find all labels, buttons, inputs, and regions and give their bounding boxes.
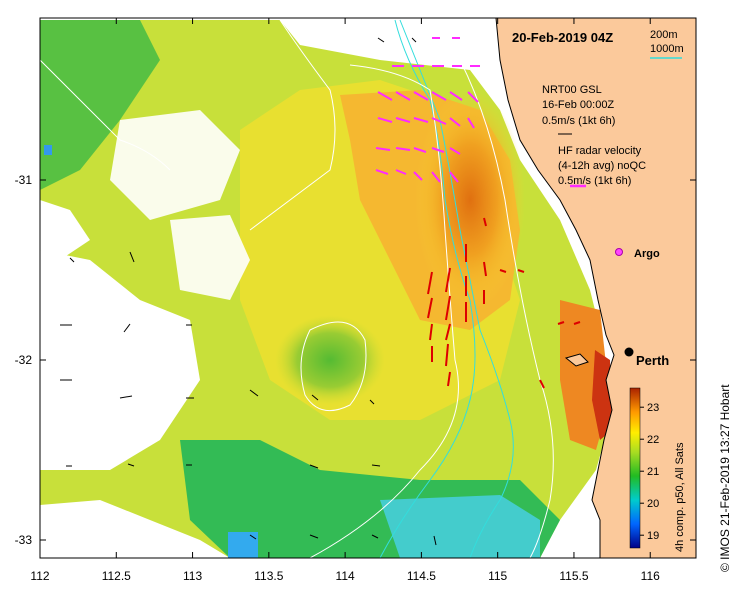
radar-legend-line1: HF radar velocity: [558, 145, 642, 157]
map-title: 20-Feb-2019 04Z: [512, 30, 613, 45]
x-tick-label: 115: [488, 569, 507, 583]
plot-frame: [39, 17, 697, 559]
sst-cool-northwest: [40, 20, 160, 190]
y-tick-label: -33: [15, 533, 33, 547]
x-tick-label: 114: [336, 569, 355, 583]
no-data-west: [40, 250, 200, 470]
radar-legend-line3: 0.5m/s (1kt 6h): [558, 175, 631, 187]
hf-radar-vectors: [375, 37, 480, 183]
colorbar: 19 20 21 22 23 4h comp. p50, All Sats: [629, 387, 686, 552]
contour-200-label: 200m: [650, 29, 678, 41]
radar-legend-line2: (4-12h avg) noQC: [558, 160, 646, 172]
colorbar-tick-label: 21: [647, 466, 659, 478]
sst-cold-patch: [228, 532, 258, 558]
contour-1000-label: 1000m: [650, 43, 684, 55]
argo-marker[interactable]: [615, 248, 623, 256]
colorbar-tick-label: 22: [647, 434, 659, 446]
colorbar-gradient: [629, 387, 641, 549]
colorbar-ticks: 19 20 21 22 23: [640, 402, 659, 542]
sst-cold-spot: [44, 145, 52, 155]
x-tick-label: 112: [30, 569, 49, 583]
rottnest-island: [564, 353, 589, 367]
y-tick-label: -31: [15, 173, 33, 187]
x-tick-label: 112.5: [102, 569, 131, 583]
sst-coolest-south: [380, 495, 540, 558]
cloud-gap: [110, 110, 240, 220]
colorbar-tick-label: 23: [647, 402, 659, 414]
y-axis: -31 -32 -33: [15, 173, 696, 547]
x-tick-label: 113.5: [254, 569, 283, 583]
perth-label: Perth: [636, 353, 669, 368]
y-tick-label: -32: [15, 353, 33, 367]
sst-coastal-hot: [592, 350, 612, 440]
ref-legend-line3: 0.5m/s (1kt 6h): [542, 115, 615, 127]
ref-legend-line1: NRT00 GSL: [542, 84, 602, 96]
contour-1000m: [40, 19, 554, 558]
cloud-gap: [40, 200, 90, 260]
x-tick-label: 113: [183, 569, 202, 583]
x-tick-label: 115.5: [559, 569, 588, 583]
sst-cool-eddy: [275, 315, 385, 405]
cloud-gap: [170, 215, 250, 300]
colorbar-tick-label: 20: [647, 498, 659, 510]
contour-200m: [379, 19, 514, 558]
perth-marker[interactable]: [624, 347, 634, 357]
model-vectors: [60, 37, 437, 546]
copyright-text: © IMOS 21-Feb-2019 13:27 Hobart: [718, 384, 732, 572]
x-tick-label: 116: [641, 569, 660, 583]
sst-warm-core: [415, 90, 525, 310]
current-vectors: [427, 217, 581, 389]
colorbar-tick-label: 19: [647, 530, 659, 542]
ref-legend-line2: 16-Feb 00:00Z: [542, 99, 614, 111]
argo-label: Argo: [634, 248, 660, 260]
colorbar-title: 4h comp. p50, All Sats: [674, 442, 686, 552]
x-axis: 112 112.5 113 113.5 114 114.5 115 115.5 116: [30, 18, 660, 583]
land-western-australia: [495, 17, 697, 559]
x-tick-label: 114.5: [407, 569, 436, 583]
